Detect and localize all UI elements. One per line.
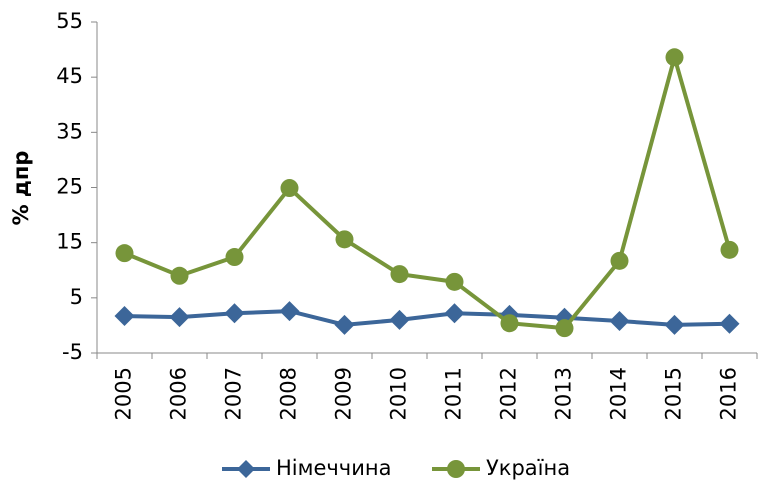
x-tick-label: 2014 (607, 367, 631, 420)
data-point (224, 303, 245, 324)
y-tick-label: 25 (56, 175, 83, 199)
x-tick-label: 2016 (717, 367, 741, 420)
data-point (279, 301, 300, 322)
data-point (335, 230, 354, 249)
series-line (123, 49, 732, 331)
data-point (665, 48, 684, 67)
data-point (445, 272, 464, 291)
series-line (124, 309, 730, 327)
y-tick-label: 55 (56, 9, 83, 33)
legend-label: Україна (486, 456, 570, 480)
data-point (334, 314, 355, 335)
x-tick-label: 2011 (442, 367, 466, 420)
data-point (500, 314, 519, 333)
data-point (169, 307, 190, 328)
x-tick-label: 2012 (497, 367, 521, 420)
data-point (390, 265, 409, 284)
data-point (610, 251, 629, 270)
data-point (280, 179, 299, 198)
x-tick-label: 2006 (167, 367, 191, 420)
data-point (114, 306, 135, 327)
y-axis-label: % дпр (9, 151, 33, 226)
x-tick-label: 2007 (222, 367, 246, 420)
data-point (389, 309, 410, 330)
x-tick-label: 2010 (387, 367, 411, 420)
x-tick-label: 2015 (662, 367, 686, 420)
legend-label: Німеччина (276, 456, 391, 480)
y-tick-label: -5 (62, 340, 83, 364)
legend-marker (237, 460, 255, 478)
data-point (609, 311, 630, 332)
x-tick-label: 2009 (332, 367, 356, 420)
data-point (719, 313, 740, 334)
data-point (555, 319, 574, 338)
data-point (444, 303, 465, 324)
data-point (170, 266, 189, 285)
y-tick-label: 35 (56, 119, 83, 143)
x-tick-label: 2008 (277, 367, 301, 420)
data-point (720, 240, 739, 259)
data-point (664, 314, 685, 335)
y-tick-label: 15 (56, 230, 83, 254)
x-tick-label: 2013 (552, 367, 576, 420)
data-point (115, 244, 134, 263)
data-point (225, 248, 244, 267)
x-tick-label: 2005 (112, 367, 136, 420)
legend-marker (447, 460, 465, 478)
y-tick-label: 5 (70, 285, 83, 309)
y-tick-label: 45 (56, 64, 83, 88)
